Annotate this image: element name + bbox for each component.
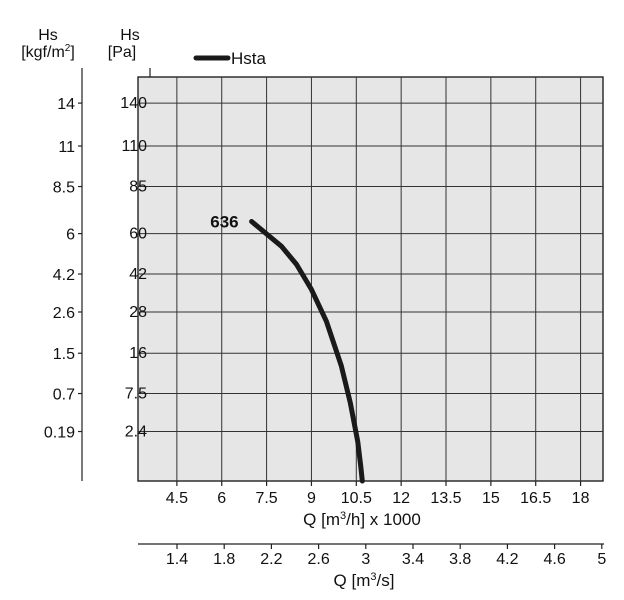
y-tick-label-kgf: 6 [66, 227, 75, 244]
y-tick-label-kgf: 11 [58, 139, 75, 156]
x-tick-label-primary: 12 [392, 490, 410, 507]
x-tick-label-secondary: 1.8 [213, 551, 235, 568]
axes-layer: 4.5 6 7.5 9 10.5 12 13.5 15 16.5 18 2.4 0.19 7.5 0.7 1… [44, 68, 606, 568]
y-tick-label-kgf: 2.6 [53, 305, 75, 322]
grid-layer [137, 76, 604, 482]
x-tick-label-primary: 13.5 [430, 490, 461, 507]
y-tick-label-pa: 16 [129, 345, 147, 362]
y-tick-label-kgf: 14 [57, 96, 75, 113]
series-layer: 636 [210, 213, 365, 484]
x-tick-label-primary: 4.5 [166, 490, 188, 507]
y-tick-label-kgf: 1.5 [53, 346, 75, 363]
x-tick-label-primary: 7.5 [255, 490, 277, 507]
x-tick-label-secondary: 4.2 [496, 551, 518, 568]
y-tick-label-pa: 42 [129, 266, 147, 283]
y-tick-label-kgf: 4.2 [53, 267, 75, 284]
plot-area [137, 76, 604, 482]
x-tick-label-primary: 18 [572, 490, 590, 507]
legend-label: Hsta [231, 49, 267, 68]
y-tick-label-pa: 140 [120, 95, 147, 112]
x-tick-label-secondary: 3.4 [402, 551, 424, 568]
series-label-636: 636 [210, 213, 238, 232]
y-axis-kgf-label-bottom: [kgf/m2] [21, 43, 75, 61]
y-tick-label-pa: 28 [129, 304, 147, 321]
x-tick-label-secondary: 3 [361, 551, 370, 568]
y-axis-kgf-label-top: Hs [38, 27, 58, 44]
y-tick-label-pa: 85 [129, 179, 147, 196]
series-line-hsta [249, 219, 365, 484]
x-axis-secondary-title: Q [m3/s] [334, 571, 395, 590]
x-tick-label-secondary: 1.4 [166, 551, 188, 568]
y-tick-label-pa: 7.5 [125, 386, 147, 403]
x-tick-label-secondary: 3.8 [449, 551, 471, 568]
x-tick-label-secondary: 4.6 [543, 551, 565, 568]
y-tick-label-kgf: 8.5 [53, 180, 75, 197]
y-tick-label-pa: 2.4 [125, 424, 147, 441]
x-tick-label-primary: 6 [217, 490, 226, 507]
x-tick-label-primary: 15 [482, 490, 500, 507]
y-tick-label-kgf: 0.7 [53, 387, 75, 404]
x-axis-primary-title: Q [m3/h] x 1000 [303, 510, 421, 529]
x-tick-label-secondary: 5 [597, 551, 606, 568]
x-tick-label-primary: 16.5 [520, 490, 551, 507]
y-tick-label-kgf: 0.19 [44, 425, 75, 442]
y-axis-pa-label-top: Hs [120, 27, 140, 44]
x-tick-label-primary: 10.5 [341, 490, 372, 507]
y-tick-label-pa: 110 [121, 138, 147, 155]
y-tick-label-pa: 60 [129, 226, 147, 243]
y-axis-pa-label-bottom: [Pa] [108, 44, 136, 61]
x-tick-label-secondary: 2.6 [307, 551, 329, 568]
x-tick-label-secondary: 2.2 [260, 551, 282, 568]
x-tick-label-primary: 9 [307, 490, 316, 507]
